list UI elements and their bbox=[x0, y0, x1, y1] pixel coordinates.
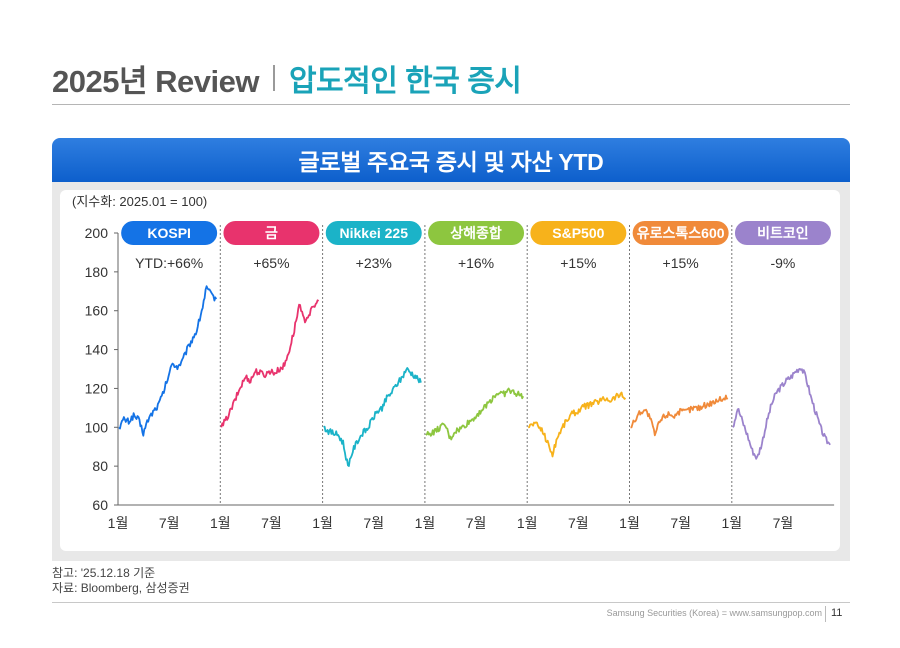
x-tick-label: 7월 bbox=[568, 515, 589, 531]
y-tick-label: 200 bbox=[85, 225, 109, 241]
legend-label-상해종합: 상해종합 bbox=[450, 225, 502, 241]
chart-title: 글로벌 주요국 증시 및 자산 YTD bbox=[298, 149, 604, 175]
x-tick-label: 1월 bbox=[312, 515, 333, 531]
legend-label-비트코인: 비트코인 bbox=[757, 225, 809, 241]
page-subtitle: 압도적인 한국 증시 bbox=[288, 65, 522, 98]
x-tick-label: 7월 bbox=[670, 515, 691, 531]
legend-label-금: 금 bbox=[265, 225, 278, 241]
series-line-nikkei-225 bbox=[323, 367, 422, 468]
ytd-label-s-p500: +15% bbox=[560, 255, 596, 271]
y-tick-label: 100 bbox=[85, 419, 109, 435]
header-divider bbox=[52, 104, 850, 105]
legend-pill-nikkei-225 bbox=[325, 221, 422, 245]
x-tick-label: 1월 bbox=[619, 515, 640, 531]
chart-banner: 글로벌 주요국 증시 및 자산 YTD bbox=[52, 138, 850, 182]
ytd-label-비트코인: -9% bbox=[770, 255, 795, 271]
footer-separator bbox=[825, 606, 826, 622]
x-tick-label: 7월 bbox=[773, 515, 794, 531]
legend-pill-kospi bbox=[121, 221, 218, 245]
legend-pill-금 bbox=[223, 221, 320, 245]
page-title: 2025년 Review bbox=[52, 63, 259, 99]
y-tick-label: 140 bbox=[85, 342, 109, 358]
note-reference-date: 참고: '25.12.18 기준 bbox=[52, 566, 156, 580]
x-tick-label: 1월 bbox=[210, 515, 231, 531]
x-tick-label: 7월 bbox=[261, 515, 282, 531]
y-tick-label: 160 bbox=[85, 303, 109, 319]
series-line-s-p500 bbox=[528, 391, 627, 458]
ytd-label-유로스톡스600: +15% bbox=[663, 255, 699, 271]
footer-divider bbox=[52, 602, 850, 603]
ytd-label-kospi: YTD:+66% bbox=[135, 255, 203, 271]
legend-label-유로스톡스600: 유로스톡스600 bbox=[637, 225, 725, 241]
legend-label-nikkei-225: Nikkei 225 bbox=[340, 225, 409, 241]
unit-label: (지수화: 2025.01 = 100) bbox=[72, 194, 207, 209]
series-line-금 bbox=[220, 299, 320, 428]
legend-label-kospi: KOSPI bbox=[147, 225, 191, 241]
x-tick-label: 1월 bbox=[415, 515, 436, 531]
series-line-상해종합 bbox=[425, 387, 525, 441]
legend-pill-상해종합 bbox=[428, 221, 525, 245]
x-tick-label: 1월 bbox=[721, 515, 742, 531]
page-header: 2025년 Review 압도적인 한국 증시 bbox=[52, 58, 522, 99]
ytd-label-nikkei-225: +23% bbox=[356, 255, 392, 271]
x-tick-label: 7월 bbox=[466, 515, 487, 531]
x-tick-label: 1월 bbox=[108, 515, 129, 531]
y-tick-label: 120 bbox=[85, 380, 109, 396]
note-source: 자료: Bloomberg, 삼성증권 bbox=[52, 581, 190, 595]
series-line-비트코인 bbox=[732, 367, 831, 460]
series-line-유로스톡스600 bbox=[630, 394, 729, 437]
title-separator bbox=[272, 65, 275, 91]
ytd-label-상해종합: +16% bbox=[458, 255, 494, 271]
x-tick-label: 1월 bbox=[517, 515, 538, 531]
plot-background bbox=[60, 190, 840, 551]
y-tick-label: 60 bbox=[92, 497, 108, 513]
legend-pill-비트코인 bbox=[734, 221, 831, 245]
page-number: 11 bbox=[831, 607, 843, 619]
x-tick-label: 7월 bbox=[159, 515, 180, 531]
y-tick-label: 80 bbox=[92, 458, 108, 474]
x-tick-label: 7월 bbox=[363, 515, 384, 531]
source-notes: 참고: '25.12.18 기준 자료: Bloomberg, 삼성증권 bbox=[52, 566, 190, 596]
series-line-kospi bbox=[118, 285, 218, 437]
ytd-label-금: +65% bbox=[253, 255, 289, 271]
legend-pill-s-p500 bbox=[530, 221, 627, 245]
legend-label-s-p500: S&P500 bbox=[552, 225, 604, 241]
y-tick-label: 180 bbox=[85, 264, 109, 280]
footer-text: Samsung Securities (Korea) = www.samsung… bbox=[606, 608, 822, 618]
legend-pill-유로스톡스600 bbox=[632, 221, 729, 245]
